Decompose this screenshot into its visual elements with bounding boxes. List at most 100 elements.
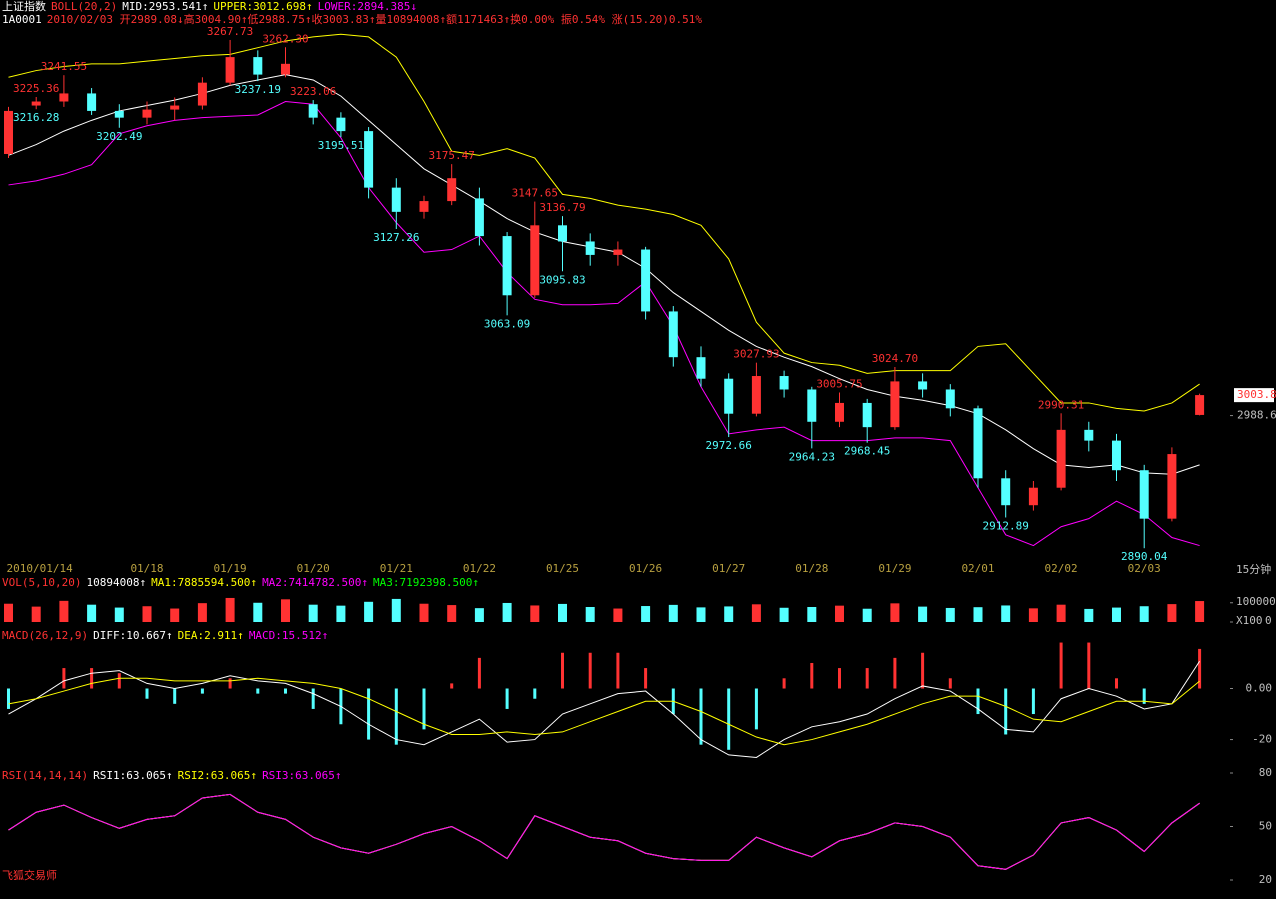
low-annotation: 2968.45 bbox=[844, 445, 890, 458]
volume-bar bbox=[308, 604, 318, 622]
x-tick-label: 01/22 bbox=[463, 562, 496, 575]
x-tick-label: 01/21 bbox=[380, 562, 413, 575]
macd-bar bbox=[616, 652, 620, 689]
macd-bar bbox=[1087, 642, 1091, 689]
indicator-value: MA3:7192398.500↑ bbox=[373, 576, 479, 589]
candle-body bbox=[502, 236, 512, 296]
candle-body bbox=[253, 57, 263, 75]
candle-body bbox=[419, 201, 429, 212]
candle-body bbox=[973, 408, 983, 479]
legend-entry: RSI3:63.065↑ bbox=[262, 769, 341, 782]
legend-entry: DIFF:10.667↑ bbox=[93, 629, 172, 642]
candle-body bbox=[142, 109, 152, 118]
high-annotation: 3175.47 bbox=[429, 149, 475, 162]
volume-bar bbox=[890, 603, 900, 622]
volume-bar bbox=[613, 608, 623, 622]
volume-bar bbox=[1084, 608, 1094, 622]
candle-body bbox=[1001, 478, 1011, 506]
macd-bar bbox=[948, 678, 952, 689]
candle-body bbox=[391, 187, 401, 212]
panel-header: 上证指数 BOLL(20,2) MID:2953.541↑ UPPER:3012.69… bbox=[2, 0, 417, 13]
y-tick-label: 3003.8 bbox=[1237, 388, 1276, 401]
volume-bar bbox=[225, 597, 235, 622]
macd-bar bbox=[284, 688, 287, 694]
macd-line bbox=[8, 677, 1200, 746]
macd-bar bbox=[561, 652, 564, 689]
quote-line: 2010/02/03 开2989.08↓高3004.90↑低2988.75↑收3… bbox=[47, 12, 703, 26]
y-unit: X100 bbox=[1236, 614, 1263, 627]
panel-title: RSI(14,14,14) bbox=[2, 769, 88, 782]
candle-body bbox=[1028, 487, 1038, 506]
x-tick-label: 01/18 bbox=[130, 562, 163, 575]
volume-bar bbox=[447, 605, 457, 622]
indicator-value: MA2:7414782.500↑ bbox=[262, 576, 368, 589]
boll-line bbox=[8, 33, 1200, 412]
macd-bar bbox=[1142, 688, 1146, 704]
x-tick-label: 01/28 bbox=[795, 562, 828, 575]
candle-body bbox=[779, 376, 789, 390]
legend-entry: LOWER:2894.385↓ bbox=[318, 0, 417, 13]
candle-body bbox=[1167, 454, 1177, 519]
macd-bar bbox=[1198, 648, 1202, 689]
x-tick-label: 01/27 bbox=[712, 562, 745, 575]
y-tick-label: 0.00 bbox=[1246, 682, 1273, 695]
volume-bar bbox=[31, 606, 41, 622]
macd-bar bbox=[699, 688, 703, 745]
high-annotation: 3262.30 bbox=[262, 32, 308, 45]
macd-bar bbox=[311, 688, 315, 709]
boll-line bbox=[8, 100, 1200, 547]
volume-bar bbox=[419, 603, 429, 622]
candle-body bbox=[31, 101, 41, 106]
candle-body bbox=[59, 93, 69, 102]
volume-bar bbox=[253, 602, 263, 622]
low-annotation: 3195.51 bbox=[318, 139, 364, 152]
volume-bar bbox=[724, 606, 734, 622]
volume-bar bbox=[170, 608, 180, 622]
low-annotation: 2890.04 bbox=[1121, 550, 1168, 563]
price-box bbox=[1234, 388, 1274, 403]
volume-bar bbox=[336, 605, 346, 622]
low-annotation: 3237.19 bbox=[235, 83, 281, 96]
volume-bar bbox=[59, 600, 69, 622]
volume-bar bbox=[114, 607, 124, 622]
volume-bar bbox=[4, 603, 13, 622]
volume-bar bbox=[364, 601, 374, 622]
candle-body bbox=[1056, 429, 1066, 488]
candle-body bbox=[835, 402, 844, 422]
high-annotation: 3024.70 bbox=[872, 352, 918, 365]
macd-bar bbox=[588, 652, 592, 689]
candle-body bbox=[918, 381, 928, 390]
low-annotation: 2964.23 bbox=[789, 450, 835, 463]
macd-bar bbox=[505, 688, 509, 709]
volume-bar bbox=[1056, 604, 1066, 622]
volume-bar bbox=[474, 608, 484, 622]
macd-bar bbox=[422, 688, 426, 730]
x-tick-label: 01/25 bbox=[546, 562, 579, 575]
candle-body bbox=[1084, 429, 1094, 441]
legend-entry: MID:2953.541↑ bbox=[122, 0, 208, 13]
macd-bar bbox=[145, 688, 149, 699]
y-tick-label: -20 bbox=[1252, 733, 1272, 746]
candle-body bbox=[170, 105, 180, 110]
macd-bar bbox=[1004, 688, 1008, 735]
candle-body bbox=[197, 82, 207, 106]
macd-line bbox=[8, 661, 1201, 758]
candle-body bbox=[558, 225, 567, 242]
high-annotation: 3147.65 bbox=[512, 187, 558, 200]
volume-bar bbox=[641, 606, 651, 622]
macd-bar bbox=[810, 662, 814, 689]
candle-body bbox=[1112, 440, 1121, 471]
volume-bar bbox=[973, 607, 983, 622]
volume-bar bbox=[142, 606, 152, 622]
x-tick-label: 2010/01/14 bbox=[7, 562, 74, 575]
candle-body bbox=[751, 376, 761, 414]
volume-bar bbox=[945, 607, 955, 622]
volume-bar bbox=[281, 599, 290, 622]
low-annotation: 3095.83 bbox=[539, 273, 585, 286]
high-annotation: 3136.79 bbox=[539, 201, 585, 214]
stock-name: 上证指数 bbox=[2, 0, 46, 13]
volume-bar bbox=[1167, 604, 1177, 622]
panel-title: MACD(26,12,9) bbox=[2, 629, 88, 642]
